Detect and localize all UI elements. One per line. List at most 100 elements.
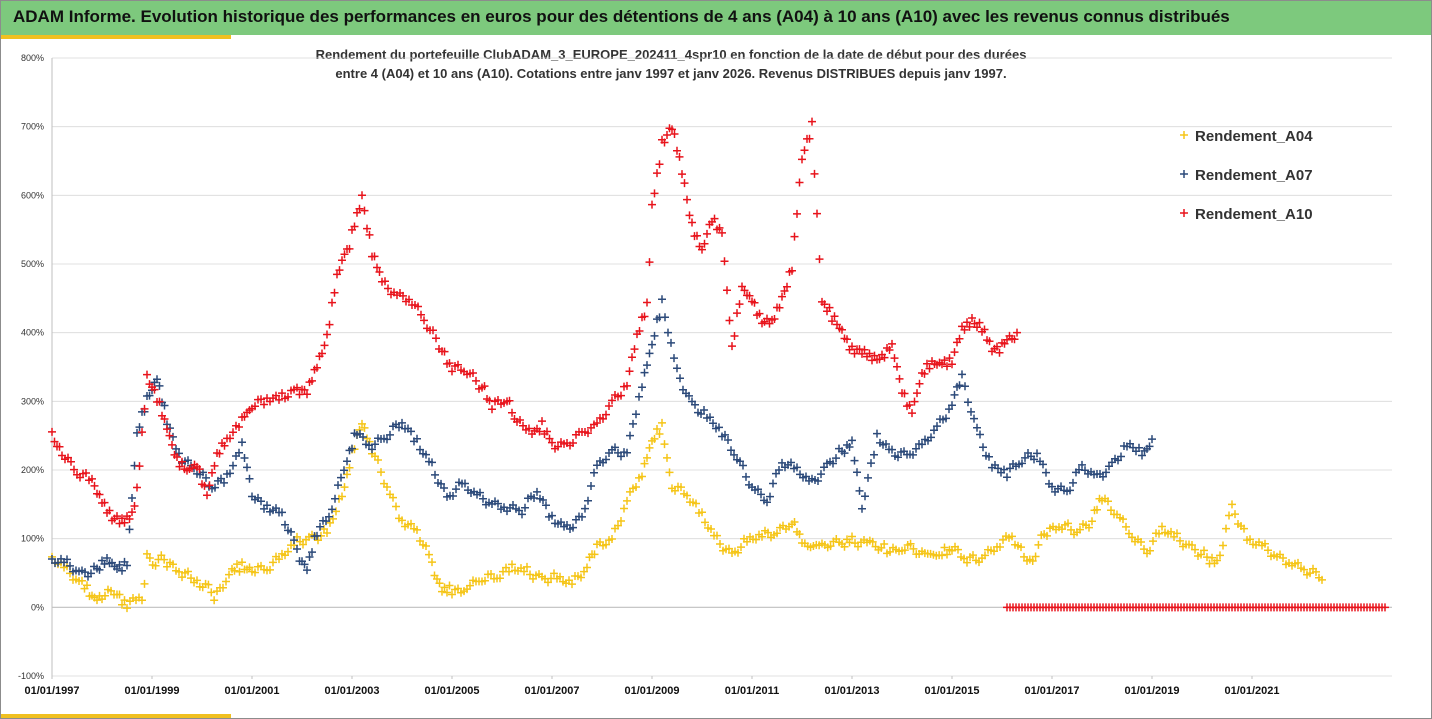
point-a04 <box>413 525 421 534</box>
point-a10 <box>1010 335 1019 344</box>
point-a04 <box>677 483 685 492</box>
point-a07 <box>626 431 634 440</box>
point-a07 <box>103 553 111 562</box>
point-a07 <box>1069 478 1077 487</box>
point-a04 <box>886 547 894 556</box>
point-a07 <box>452 485 460 494</box>
point-a04 <box>617 516 625 525</box>
point-a04 <box>1017 543 1025 552</box>
point-a04 <box>764 528 772 537</box>
point-a07 <box>431 470 439 479</box>
point-a04 <box>653 425 661 434</box>
point-a07 <box>81 568 89 577</box>
point-a10 <box>843 335 851 344</box>
point-a07 <box>691 400 699 409</box>
point-a07 <box>769 479 777 488</box>
point-a07 <box>539 495 547 504</box>
point-a07 <box>128 493 136 502</box>
point-a07 <box>918 440 926 449</box>
point-a04 <box>1300 565 1308 574</box>
point-a10 <box>55 442 64 451</box>
point-a07 <box>413 434 421 443</box>
y-tick-label: 0% <box>31 602 44 612</box>
point-a04 <box>1225 511 1233 520</box>
point-a10 <box>516 416 524 425</box>
point-a07 <box>95 565 104 574</box>
point-a04 <box>665 468 674 477</box>
point-a04 <box>643 453 651 462</box>
point-a04 <box>758 532 766 541</box>
point-a10 <box>365 230 374 239</box>
point-a10 <box>173 452 181 461</box>
point-a10 <box>608 396 616 405</box>
point-a10 <box>100 498 109 507</box>
point-a07 <box>334 481 342 490</box>
point-a10 <box>740 286 749 295</box>
point-a07 <box>964 398 972 407</box>
point-a10 <box>670 130 679 139</box>
point-a10 <box>381 277 389 286</box>
point-a04 <box>1008 532 1016 541</box>
point-a10 <box>675 152 684 161</box>
point-a04 <box>1128 533 1136 542</box>
point-a07 <box>569 523 577 532</box>
point-a04 <box>1140 545 1148 554</box>
point-a07 <box>927 433 935 442</box>
point-a04 <box>1246 535 1254 544</box>
point-a07 <box>1021 453 1029 462</box>
point-a04 <box>284 547 292 556</box>
point-a10 <box>975 318 984 327</box>
point-a10 <box>828 317 836 326</box>
x-tick-label: 01/01/2005 <box>424 685 479 697</box>
legend-item-a10: Rendement_A10 <box>1180 206 1313 223</box>
point-a10 <box>920 369 929 378</box>
point-a07 <box>476 488 484 497</box>
series-a04 <box>48 418 1326 613</box>
point-a07 <box>290 536 298 545</box>
point-a10 <box>125 514 134 523</box>
point-a04 <box>169 560 177 569</box>
point-a10 <box>445 359 454 368</box>
y-tick-label: -100% <box>18 671 44 681</box>
point-a10 <box>313 363 321 372</box>
point-a07 <box>155 381 164 390</box>
point-a04 <box>345 463 354 472</box>
point-a04 <box>1219 541 1227 550</box>
y-tick-label: 200% <box>21 465 44 475</box>
point-a04 <box>266 565 274 574</box>
point-a10 <box>545 434 554 443</box>
point-a04 <box>299 540 307 549</box>
point-a10 <box>960 325 969 334</box>
point-a07 <box>909 450 917 459</box>
point-a10 <box>165 431 174 440</box>
legend-marker-a10 <box>1180 209 1188 217</box>
point-a07 <box>229 461 237 470</box>
point-a10 <box>663 130 671 139</box>
point-a10 <box>293 383 301 392</box>
x-tick-label: 01/01/2013 <box>824 685 879 697</box>
point-a04 <box>1240 524 1248 533</box>
point-a10 <box>323 330 331 339</box>
point-a07 <box>118 566 126 575</box>
point-a07 <box>850 456 859 465</box>
point-a10 <box>67 457 75 466</box>
point-a10 <box>64 453 72 462</box>
point-a04 <box>1200 546 1208 555</box>
point-a07 <box>115 560 124 569</box>
point-a07 <box>775 465 783 474</box>
point-a04 <box>1167 527 1175 536</box>
point-a04 <box>343 470 351 479</box>
point-a04 <box>440 583 449 592</box>
y-tick-label: 700% <box>21 122 44 132</box>
point-a04 <box>608 534 616 543</box>
point-a10 <box>373 263 381 272</box>
point-a07 <box>153 375 161 384</box>
point-a04 <box>1312 567 1320 576</box>
point-a07 <box>172 444 180 453</box>
point-a07 <box>1057 482 1065 491</box>
x-tick-label: 01/01/1997 <box>24 685 79 697</box>
point-a10 <box>480 382 489 391</box>
point-a10 <box>710 214 719 223</box>
point-a04 <box>1146 546 1154 555</box>
